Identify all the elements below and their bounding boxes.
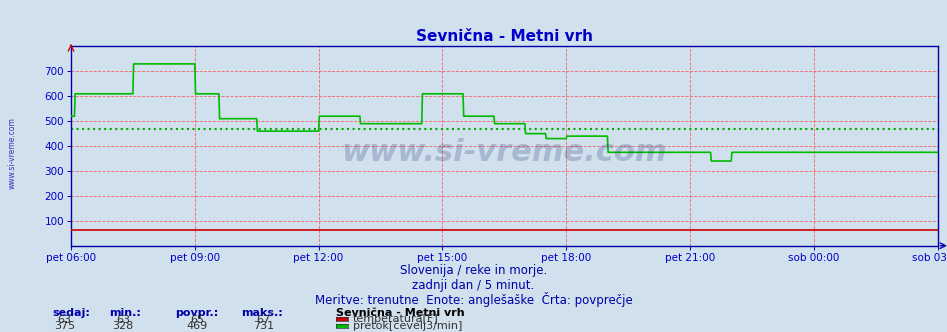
Text: Meritve: trenutne  Enote: anglešaške  Črta: povprečje: Meritve: trenutne Enote: anglešaške Črta…: [314, 292, 633, 307]
Text: Slovenija / reke in morje.: Slovenija / reke in morje.: [400, 264, 547, 277]
Text: 65: 65: [190, 315, 204, 325]
Text: zadnji dan / 5 minut.: zadnji dan / 5 minut.: [412, 279, 535, 292]
Text: 731: 731: [253, 321, 274, 331]
Text: 469: 469: [187, 321, 207, 331]
Text: 63: 63: [116, 315, 130, 325]
Text: povpr.:: povpr.:: [175, 308, 219, 318]
Title: Sevnična - Metni vrh: Sevnična - Metni vrh: [416, 29, 593, 44]
Text: www.si-vreme.com: www.si-vreme.com: [342, 137, 667, 167]
Text: 67: 67: [257, 315, 270, 325]
Text: pretok[čevelj3/min]: pretok[čevelj3/min]: [353, 320, 462, 331]
Text: 328: 328: [113, 321, 134, 331]
Text: temperatura[F]: temperatura[F]: [353, 314, 439, 324]
Text: Sevnična - Metni vrh: Sevnična - Metni vrh: [336, 308, 465, 318]
Text: www.si-vreme.com: www.si-vreme.com: [8, 117, 17, 189]
Text: 375: 375: [54, 321, 75, 331]
Text: maks.:: maks.:: [241, 308, 283, 318]
Text: 63: 63: [58, 315, 71, 325]
Text: sedaj:: sedaj:: [52, 308, 90, 318]
Text: min.:: min.:: [109, 308, 141, 318]
